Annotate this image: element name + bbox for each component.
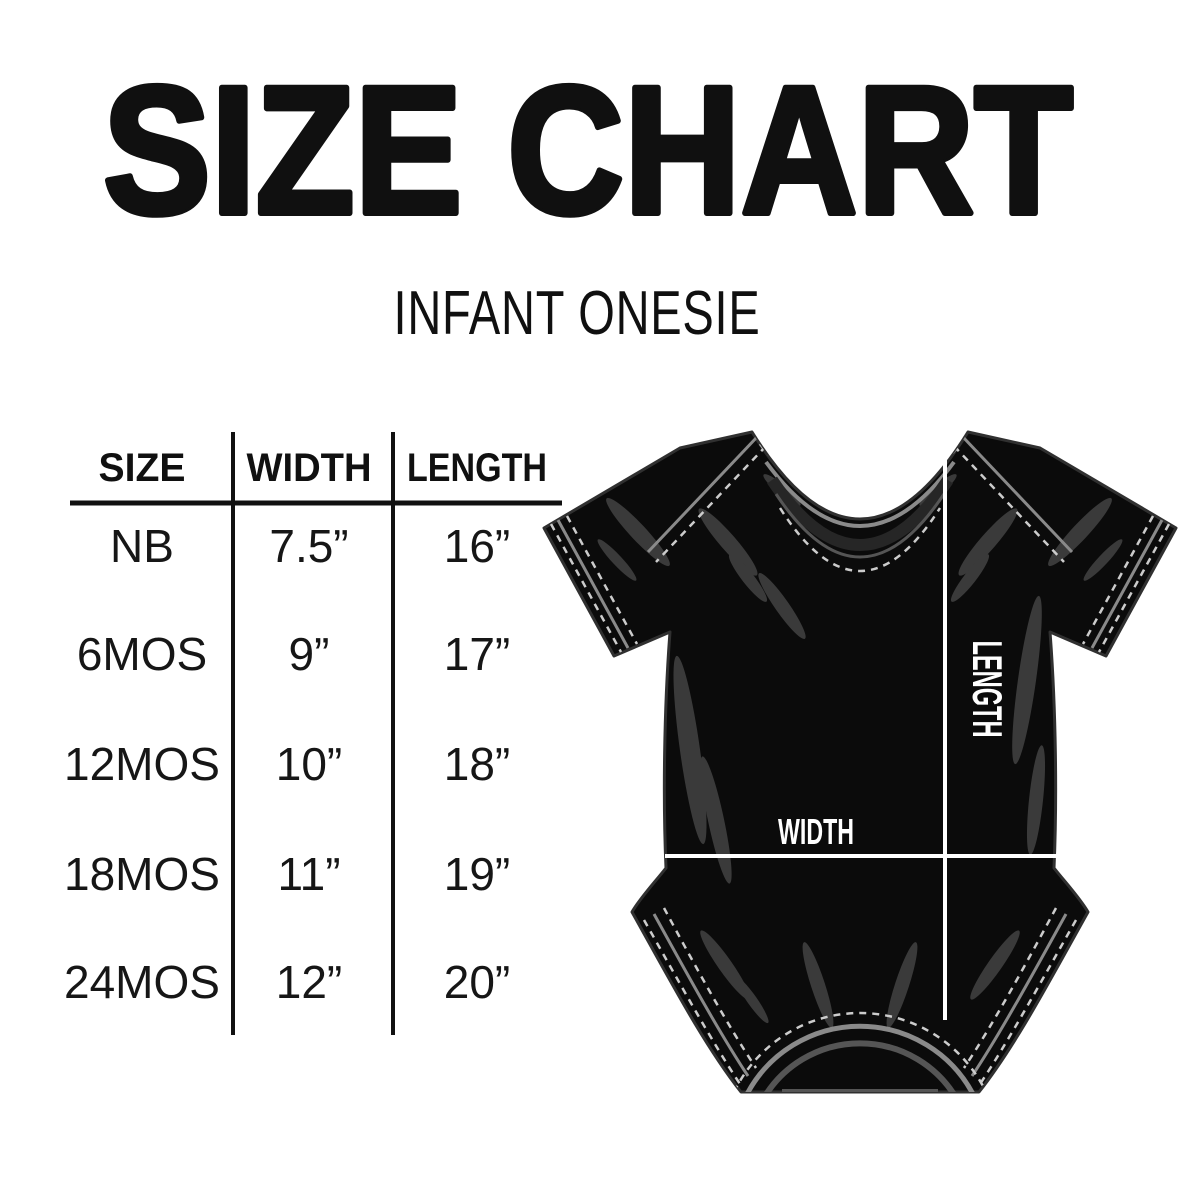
cell-size: 12MOS — [64, 738, 220, 790]
cell-length: 20” — [444, 956, 510, 1008]
page-title: SIZE CHART — [103, 48, 1073, 252]
table-row-nb: NB 7.5” 16” — [110, 520, 510, 572]
cell-size: NB — [110, 520, 174, 572]
column-header-length: LENGTH — [407, 446, 547, 490]
sleeve-cuffs — [549, 515, 1171, 653]
table-row-6mos: 6MOS 9” 17” — [77, 628, 510, 680]
shoulder-seams — [646, 434, 1074, 563]
column-header-width: WIDTH — [247, 446, 372, 490]
cell-width: 7.5” — [269, 520, 348, 572]
cell-length: 16” — [444, 520, 510, 572]
neckline-seams — [759, 443, 961, 573]
page-subtitle: INFANT ONESIE — [394, 279, 761, 348]
cell-width: 9” — [289, 628, 330, 680]
cell-length: 18” — [444, 738, 510, 790]
onesie-illustration: LENGTH WIDTH — [542, 430, 1178, 1094]
cell-length: 19” — [444, 848, 510, 900]
cell-size: 24MOS — [64, 956, 220, 1008]
table-row-18mos: 18MOS 11” 19” — [64, 848, 510, 900]
cell-width: 11” — [277, 848, 340, 900]
cell-size: 6MOS — [77, 628, 207, 680]
length-measure-label: LENGTH — [964, 641, 1011, 738]
cell-width: 12” — [276, 956, 342, 1008]
column-header-size: SIZE — [99, 446, 186, 490]
table-row-12mos: 12MOS 10” 18” — [64, 738, 510, 790]
table-row-24mos: 24MOS 12” 20” — [64, 956, 510, 1008]
width-measure-label: WIDTH — [778, 811, 854, 852]
cell-length: 17” — [444, 628, 510, 680]
crotch-flap — [732, 1011, 988, 1092]
cell-width: 10” — [276, 738, 342, 790]
leg-bindings — [642, 907, 1078, 1085]
cell-size: 18MOS — [64, 848, 220, 900]
